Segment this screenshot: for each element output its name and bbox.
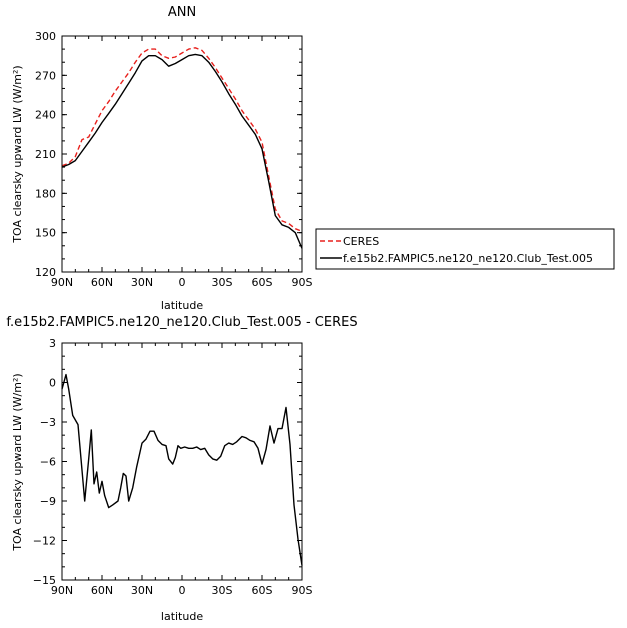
x-tick-label: 60S [252, 584, 273, 597]
legend-label-ceres: CERES [343, 235, 379, 248]
bottom-chart-ylabel: TOA clearsky upward LW (W/m²) [11, 373, 24, 551]
series-line-model [61, 53, 303, 249]
y-tick-label: 300 [35, 30, 56, 43]
x-tick-label: 90S [292, 584, 313, 597]
x-tick-label: 30N [131, 276, 153, 289]
y-tick-label: −15 [33, 574, 56, 587]
legend: CERES f.e15b2.FAMPIC5.ne120_ne120.Club_T… [315, 228, 615, 270]
x-tick-label: 60S [252, 276, 273, 289]
x-tick-label: 0 [179, 584, 186, 597]
top-chart-xlabel: latitude [161, 299, 203, 312]
y-tick-label: 180 [35, 187, 56, 200]
x-tick-label: 60N [91, 276, 113, 289]
x-tick-label: 30S [212, 276, 233, 289]
top-chart-frame [61, 35, 303, 273]
x-tick-label: 90N [51, 584, 73, 597]
y-tick-label: 0 [49, 377, 56, 390]
x-tick-label: 90N [51, 276, 73, 289]
x-tick-label: 30S [212, 584, 233, 597]
top-chart-ylabel: TOA clearsky upward LW (W/m²) [11, 65, 24, 243]
legend-box [315, 228, 615, 270]
x-tick-label: 90S [292, 276, 313, 289]
y-tick-label: 120 [35, 266, 56, 279]
x-tick-label: 30N [131, 584, 153, 597]
y-tick-label: −3 [40, 416, 56, 429]
y-tick-label: −6 [40, 456, 56, 469]
y-tick-label: 210 [35, 148, 56, 161]
series-line-model [61, 373, 303, 566]
y-tick-label: 150 [35, 227, 56, 240]
bottom-chart-xlabel: latitude [161, 610, 203, 623]
y-tick-label: 3 [49, 337, 56, 350]
y-tick-label: 270 [35, 69, 56, 82]
y-tick-label: −12 [33, 535, 56, 548]
series-line-ceres [61, 47, 303, 233]
bottom-chart-frame [61, 342, 303, 581]
x-tick-label: 0 [179, 276, 186, 289]
y-tick-label: 240 [35, 109, 56, 122]
y-tick-label: −9 [40, 495, 56, 508]
top-chart-title: ANN [168, 5, 196, 20]
top-chart-panel: ANN TOA clearsky upward LW (W/m²) latitu… [11, 5, 313, 312]
bottom-chart-title: f.e15b2.FAMPIC5.ne120_ne120.Club_Test.00… [6, 315, 357, 330]
bottom-chart-panel: f.e15b2.FAMPIC5.ne120_ne120.Club_Test.00… [6, 315, 357, 623]
x-tick-label: 60N [91, 584, 113, 597]
legend-label-model: f.e15b2.FAMPIC5.ne120_ne120.Club_Test.00… [343, 252, 593, 265]
